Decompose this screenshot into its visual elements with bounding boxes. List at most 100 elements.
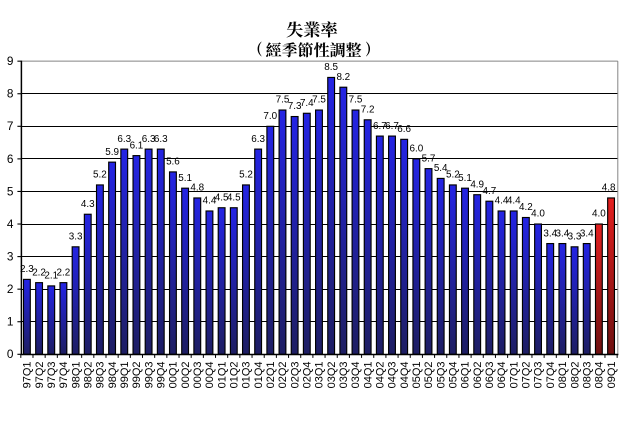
svg-text:02Q4: 02Q4 <box>302 361 314 388</box>
svg-text:7.0: 7.0 <box>263 111 277 122</box>
svg-text:97Q3: 97Q3 <box>46 361 58 388</box>
svg-text:99Q1: 99Q1 <box>119 361 131 388</box>
svg-text:04Q2: 04Q2 <box>375 361 387 388</box>
svg-text:6.1: 6.1 <box>130 140 144 151</box>
svg-text:01Q1: 01Q1 <box>216 361 228 388</box>
svg-text:8: 8 <box>7 87 14 101</box>
svg-text:4.2: 4.2 <box>519 202 533 213</box>
svg-text:5.4: 5.4 <box>434 163 448 174</box>
svg-text:00Q3: 00Q3 <box>192 361 204 388</box>
svg-text:2: 2 <box>7 282 14 296</box>
svg-text:00Q2: 00Q2 <box>180 361 192 388</box>
svg-text:5.2: 5.2 <box>239 170 253 181</box>
svg-text:02Q2: 02Q2 <box>277 361 289 388</box>
svg-text:7: 7 <box>7 119 14 133</box>
svg-text:07Q2: 07Q2 <box>521 361 533 388</box>
svg-text:00Q1: 00Q1 <box>168 361 180 388</box>
svg-text:8.5: 8.5 <box>324 62 338 73</box>
svg-text:05Q1: 05Q1 <box>411 361 423 388</box>
svg-text:4.9: 4.9 <box>470 179 484 190</box>
svg-text:2.2: 2.2 <box>32 267 46 278</box>
svg-text:08Q4: 08Q4 <box>594 361 606 388</box>
svg-text:5.6: 5.6 <box>166 157 180 168</box>
svg-text:4.0: 4.0 <box>531 209 545 220</box>
svg-text:6.3: 6.3 <box>142 134 156 145</box>
svg-text:98Q1: 98Q1 <box>70 361 82 388</box>
svg-text:03Q3: 03Q3 <box>338 361 350 388</box>
svg-text:5: 5 <box>7 184 14 198</box>
svg-text:01Q4: 01Q4 <box>253 361 265 388</box>
svg-text:6.3: 6.3 <box>117 134 131 145</box>
svg-text:8.2: 8.2 <box>336 72 350 83</box>
svg-text:01Q3: 01Q3 <box>241 361 253 388</box>
svg-text:98Q2: 98Q2 <box>82 361 94 388</box>
svg-text:3.3: 3.3 <box>568 232 582 243</box>
svg-text:7.5: 7.5 <box>312 95 326 106</box>
svg-text:6: 6 <box>7 152 14 166</box>
svg-text:5.2: 5.2 <box>446 170 460 181</box>
svg-text:97Q1: 97Q1 <box>22 361 34 388</box>
svg-text:04Q4: 04Q4 <box>399 361 411 388</box>
svg-text:99Q3: 99Q3 <box>143 361 155 388</box>
svg-text:4.7: 4.7 <box>482 186 496 197</box>
svg-text:5.1: 5.1 <box>458 173 472 184</box>
svg-text:04Q3: 04Q3 <box>387 361 399 388</box>
svg-text:00Q4: 00Q4 <box>204 361 216 388</box>
svg-text:6.7: 6.7 <box>373 121 387 132</box>
svg-text:9: 9 <box>7 54 14 68</box>
svg-text:4.3: 4.3 <box>81 199 95 210</box>
svg-text:3.4: 3.4 <box>543 228 557 239</box>
svg-text:05Q3: 05Q3 <box>435 361 447 388</box>
svg-text:07Q3: 07Q3 <box>533 361 545 388</box>
svg-text:04Q1: 04Q1 <box>362 361 374 388</box>
svg-text:06Q4: 06Q4 <box>496 361 508 388</box>
svg-text:07Q1: 07Q1 <box>508 361 520 388</box>
svg-text:98Q4: 98Q4 <box>107 361 119 388</box>
svg-text:5.1: 5.1 <box>178 173 192 184</box>
svg-text:3: 3 <box>7 249 14 263</box>
svg-text:0: 0 <box>7 347 14 361</box>
svg-text:4.5: 4.5 <box>215 192 229 203</box>
svg-text:08Q1: 08Q1 <box>557 361 569 388</box>
svg-text:4.5: 4.5 <box>227 192 241 203</box>
svg-text:4.4: 4.4 <box>203 196 217 207</box>
svg-text:09Q1: 09Q1 <box>606 361 618 388</box>
svg-text:07Q4: 07Q4 <box>545 361 557 388</box>
svg-text:02Q1: 02Q1 <box>265 361 277 388</box>
svg-text:2.1: 2.1 <box>44 271 58 282</box>
svg-text:5.7: 5.7 <box>422 153 436 164</box>
svg-text:5.2: 5.2 <box>93 170 107 181</box>
svg-text:99Q2: 99Q2 <box>131 361 143 388</box>
svg-text:08Q2: 08Q2 <box>569 361 581 388</box>
svg-text:06Q3: 06Q3 <box>484 361 496 388</box>
svg-text:97Q2: 97Q2 <box>34 361 46 388</box>
svg-text:02Q3: 02Q3 <box>289 361 301 388</box>
svg-text:06Q1: 06Q1 <box>460 361 472 388</box>
svg-text:7.5: 7.5 <box>276 95 290 106</box>
svg-text:4.0: 4.0 <box>592 209 606 220</box>
svg-text:06Q2: 06Q2 <box>472 361 484 388</box>
svg-text:2.3: 2.3 <box>20 264 34 275</box>
svg-text:7.3: 7.3 <box>288 101 302 112</box>
svg-text:7.4: 7.4 <box>300 98 314 109</box>
svg-text:03Q1: 03Q1 <box>314 361 326 388</box>
svg-text:6.7: 6.7 <box>385 121 399 132</box>
svg-text:3.4: 3.4 <box>556 228 570 239</box>
svg-text:01Q2: 01Q2 <box>228 361 240 388</box>
svg-text:4.8: 4.8 <box>190 183 204 194</box>
svg-text:97Q4: 97Q4 <box>58 361 70 388</box>
svg-text:03Q4: 03Q4 <box>350 361 362 388</box>
svg-text:05Q4: 05Q4 <box>448 361 460 388</box>
svg-text:2.2: 2.2 <box>57 267 71 278</box>
svg-text:6.3: 6.3 <box>251 134 265 145</box>
svg-text:08Q3: 08Q3 <box>581 361 593 388</box>
svg-text:3.3: 3.3 <box>69 232 83 243</box>
svg-text:7.2: 7.2 <box>361 105 375 116</box>
svg-text:4.4: 4.4 <box>495 196 509 207</box>
svg-text:1: 1 <box>7 315 14 329</box>
svg-text:99Q4: 99Q4 <box>155 361 167 388</box>
svg-text:05Q2: 05Q2 <box>423 361 435 388</box>
svg-text:03Q2: 03Q2 <box>326 361 338 388</box>
svg-text:4.8: 4.8 <box>602 183 616 194</box>
svg-text:6.0: 6.0 <box>409 144 423 155</box>
